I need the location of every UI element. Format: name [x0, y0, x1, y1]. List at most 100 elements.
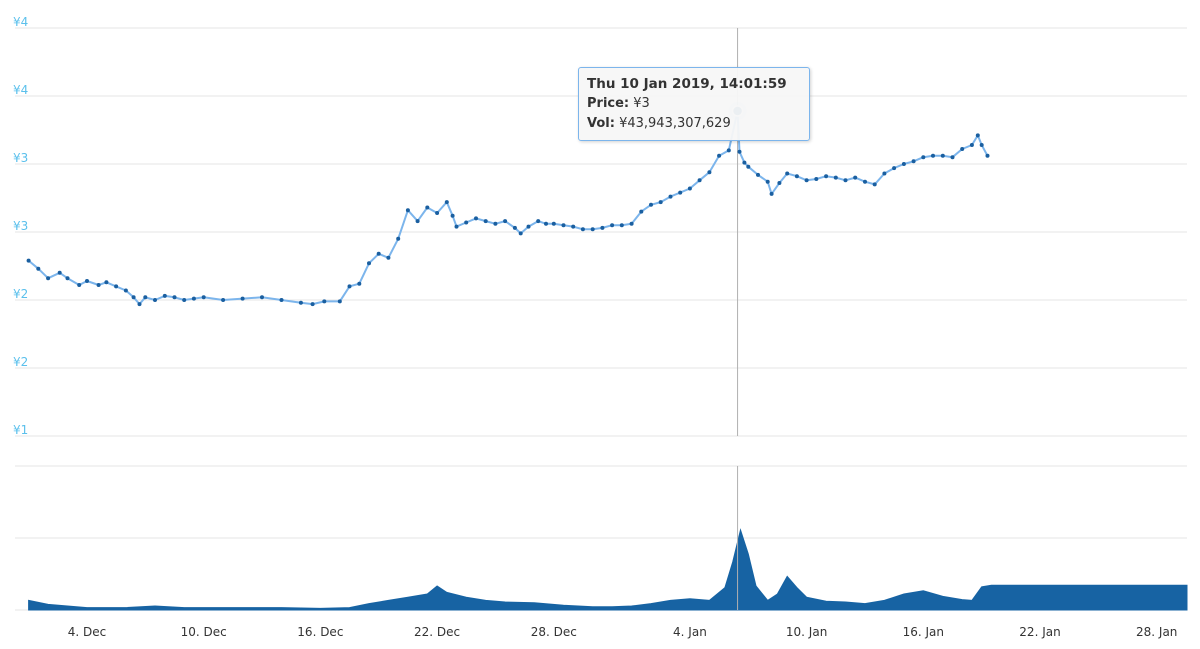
price-point[interactable]	[544, 221, 548, 226]
price-point[interactable]	[367, 261, 371, 266]
price-point[interactable]	[726, 148, 731, 153]
price-point[interactable]	[833, 175, 838, 180]
price-point[interactable]	[415, 219, 420, 224]
price-point[interactable]	[191, 296, 196, 301]
price-point[interactable]	[931, 153, 935, 158]
price-point[interactable]	[85, 279, 89, 283]
price-point[interactable]	[882, 171, 887, 176]
price-point[interactable]	[201, 295, 206, 300]
price-point[interactable]	[629, 221, 634, 226]
price-point[interactable]	[619, 223, 624, 228]
price-point[interactable]	[950, 155, 955, 160]
price-point[interactable]	[658, 200, 663, 205]
price-point[interactable]	[571, 224, 576, 229]
price-point[interactable]	[172, 295, 177, 300]
price-point[interactable]	[162, 293, 167, 298]
price-point[interactable]	[474, 216, 478, 221]
price-point[interactable]	[137, 302, 142, 307]
price-point[interactable]	[960, 147, 965, 151]
price-point[interactable]	[518, 231, 523, 236]
price-point[interactable]	[512, 225, 517, 230]
price-point[interactable]	[979, 143, 984, 147]
price-point[interactable]	[843, 178, 848, 183]
price-point[interactable]	[678, 190, 683, 195]
price-point[interactable]	[697, 178, 702, 183]
price-point[interactable]	[347, 284, 352, 289]
price-point[interactable]	[921, 155, 926, 160]
price-point[interactable]	[590, 227, 595, 232]
price-point[interactable]	[985, 153, 990, 158]
price-point[interactable]	[580, 227, 585, 232]
price-point[interactable]	[717, 153, 722, 158]
price-point[interactable]	[824, 174, 829, 179]
price-point[interactable]	[503, 219, 508, 224]
price-point[interactable]	[65, 276, 70, 281]
price-point[interactable]	[96, 283, 101, 287]
price-point[interactable]	[425, 205, 430, 210]
price-point[interactable]	[940, 153, 945, 158]
price-point[interactable]	[298, 300, 303, 305]
price-point[interactable]	[600, 225, 605, 230]
price-point[interactable]	[769, 191, 774, 196]
price-point[interactable]	[46, 276, 51, 281]
price-point[interactable]	[493, 221, 498, 226]
price-point[interactable]	[756, 172, 760, 177]
price-point[interactable]	[639, 209, 644, 214]
price-point[interactable]	[26, 258, 31, 263]
price-point[interactable]	[863, 179, 867, 184]
price-point[interactable]	[221, 298, 226, 302]
price-line[interactable]	[27, 110, 989, 306]
price-point[interactable]	[561, 223, 566, 228]
price-point[interactable]	[746, 164, 751, 169]
price-point[interactable]	[279, 298, 284, 302]
price-point[interactable]	[337, 299, 342, 304]
price-point[interactable]	[794, 174, 799, 179]
price-point[interactable]	[765, 179, 770, 184]
price-point[interactable]	[396, 236, 401, 241]
price-point[interactable]	[911, 159, 916, 164]
price-point[interactable]	[668, 194, 673, 199]
price-point[interactable]	[182, 298, 187, 302]
price-point[interactable]	[551, 221, 556, 226]
price-series[interactable]	[26, 109, 990, 307]
price-point[interactable]	[77, 283, 82, 287]
price-point[interactable]	[450, 213, 455, 218]
price-point[interactable]	[435, 211, 440, 215]
price-point[interactable]	[386, 255, 391, 260]
price-point[interactable]	[123, 288, 128, 293]
price-point[interactable]	[454, 224, 459, 229]
price-point[interactable]	[975, 133, 980, 138]
price-point[interactable]	[853, 175, 858, 180]
price-point[interactable]	[444, 200, 449, 205]
price-point[interactable]	[969, 143, 974, 147]
price-point[interactable]	[240, 296, 245, 301]
price-point[interactable]	[814, 177, 819, 181]
price-point[interactable]	[777, 181, 782, 185]
price-point[interactable]	[742, 160, 747, 165]
price-point[interactable]	[737, 149, 742, 154]
price-point[interactable]	[322, 299, 327, 304]
price-point[interactable]	[536, 219, 541, 224]
price-point[interactable]	[114, 284, 119, 289]
price-point[interactable]	[687, 186, 692, 191]
price-point[interactable]	[901, 162, 906, 166]
price-point[interactable]	[310, 302, 315, 307]
price-point[interactable]	[357, 281, 362, 286]
price-point[interactable]	[104, 280, 109, 285]
price-point[interactable]	[804, 178, 809, 183]
price-point[interactable]	[376, 251, 381, 256]
price-point[interactable]	[526, 224, 531, 229]
price-point[interactable]	[483, 219, 488, 224]
price-point[interactable]	[143, 295, 148, 300]
price-point[interactable]	[464, 220, 469, 225]
price-point[interactable]	[131, 295, 136, 300]
price-point[interactable]	[872, 182, 877, 187]
price-point[interactable]	[707, 170, 712, 175]
price-point[interactable]	[260, 295, 264, 300]
price-point[interactable]	[36, 266, 41, 271]
price-point[interactable]	[649, 202, 653, 207]
price-point[interactable]	[610, 223, 615, 228]
price-point[interactable]	[57, 270, 62, 275]
price-point[interactable]	[405, 208, 410, 213]
price-point[interactable]	[785, 171, 790, 176]
